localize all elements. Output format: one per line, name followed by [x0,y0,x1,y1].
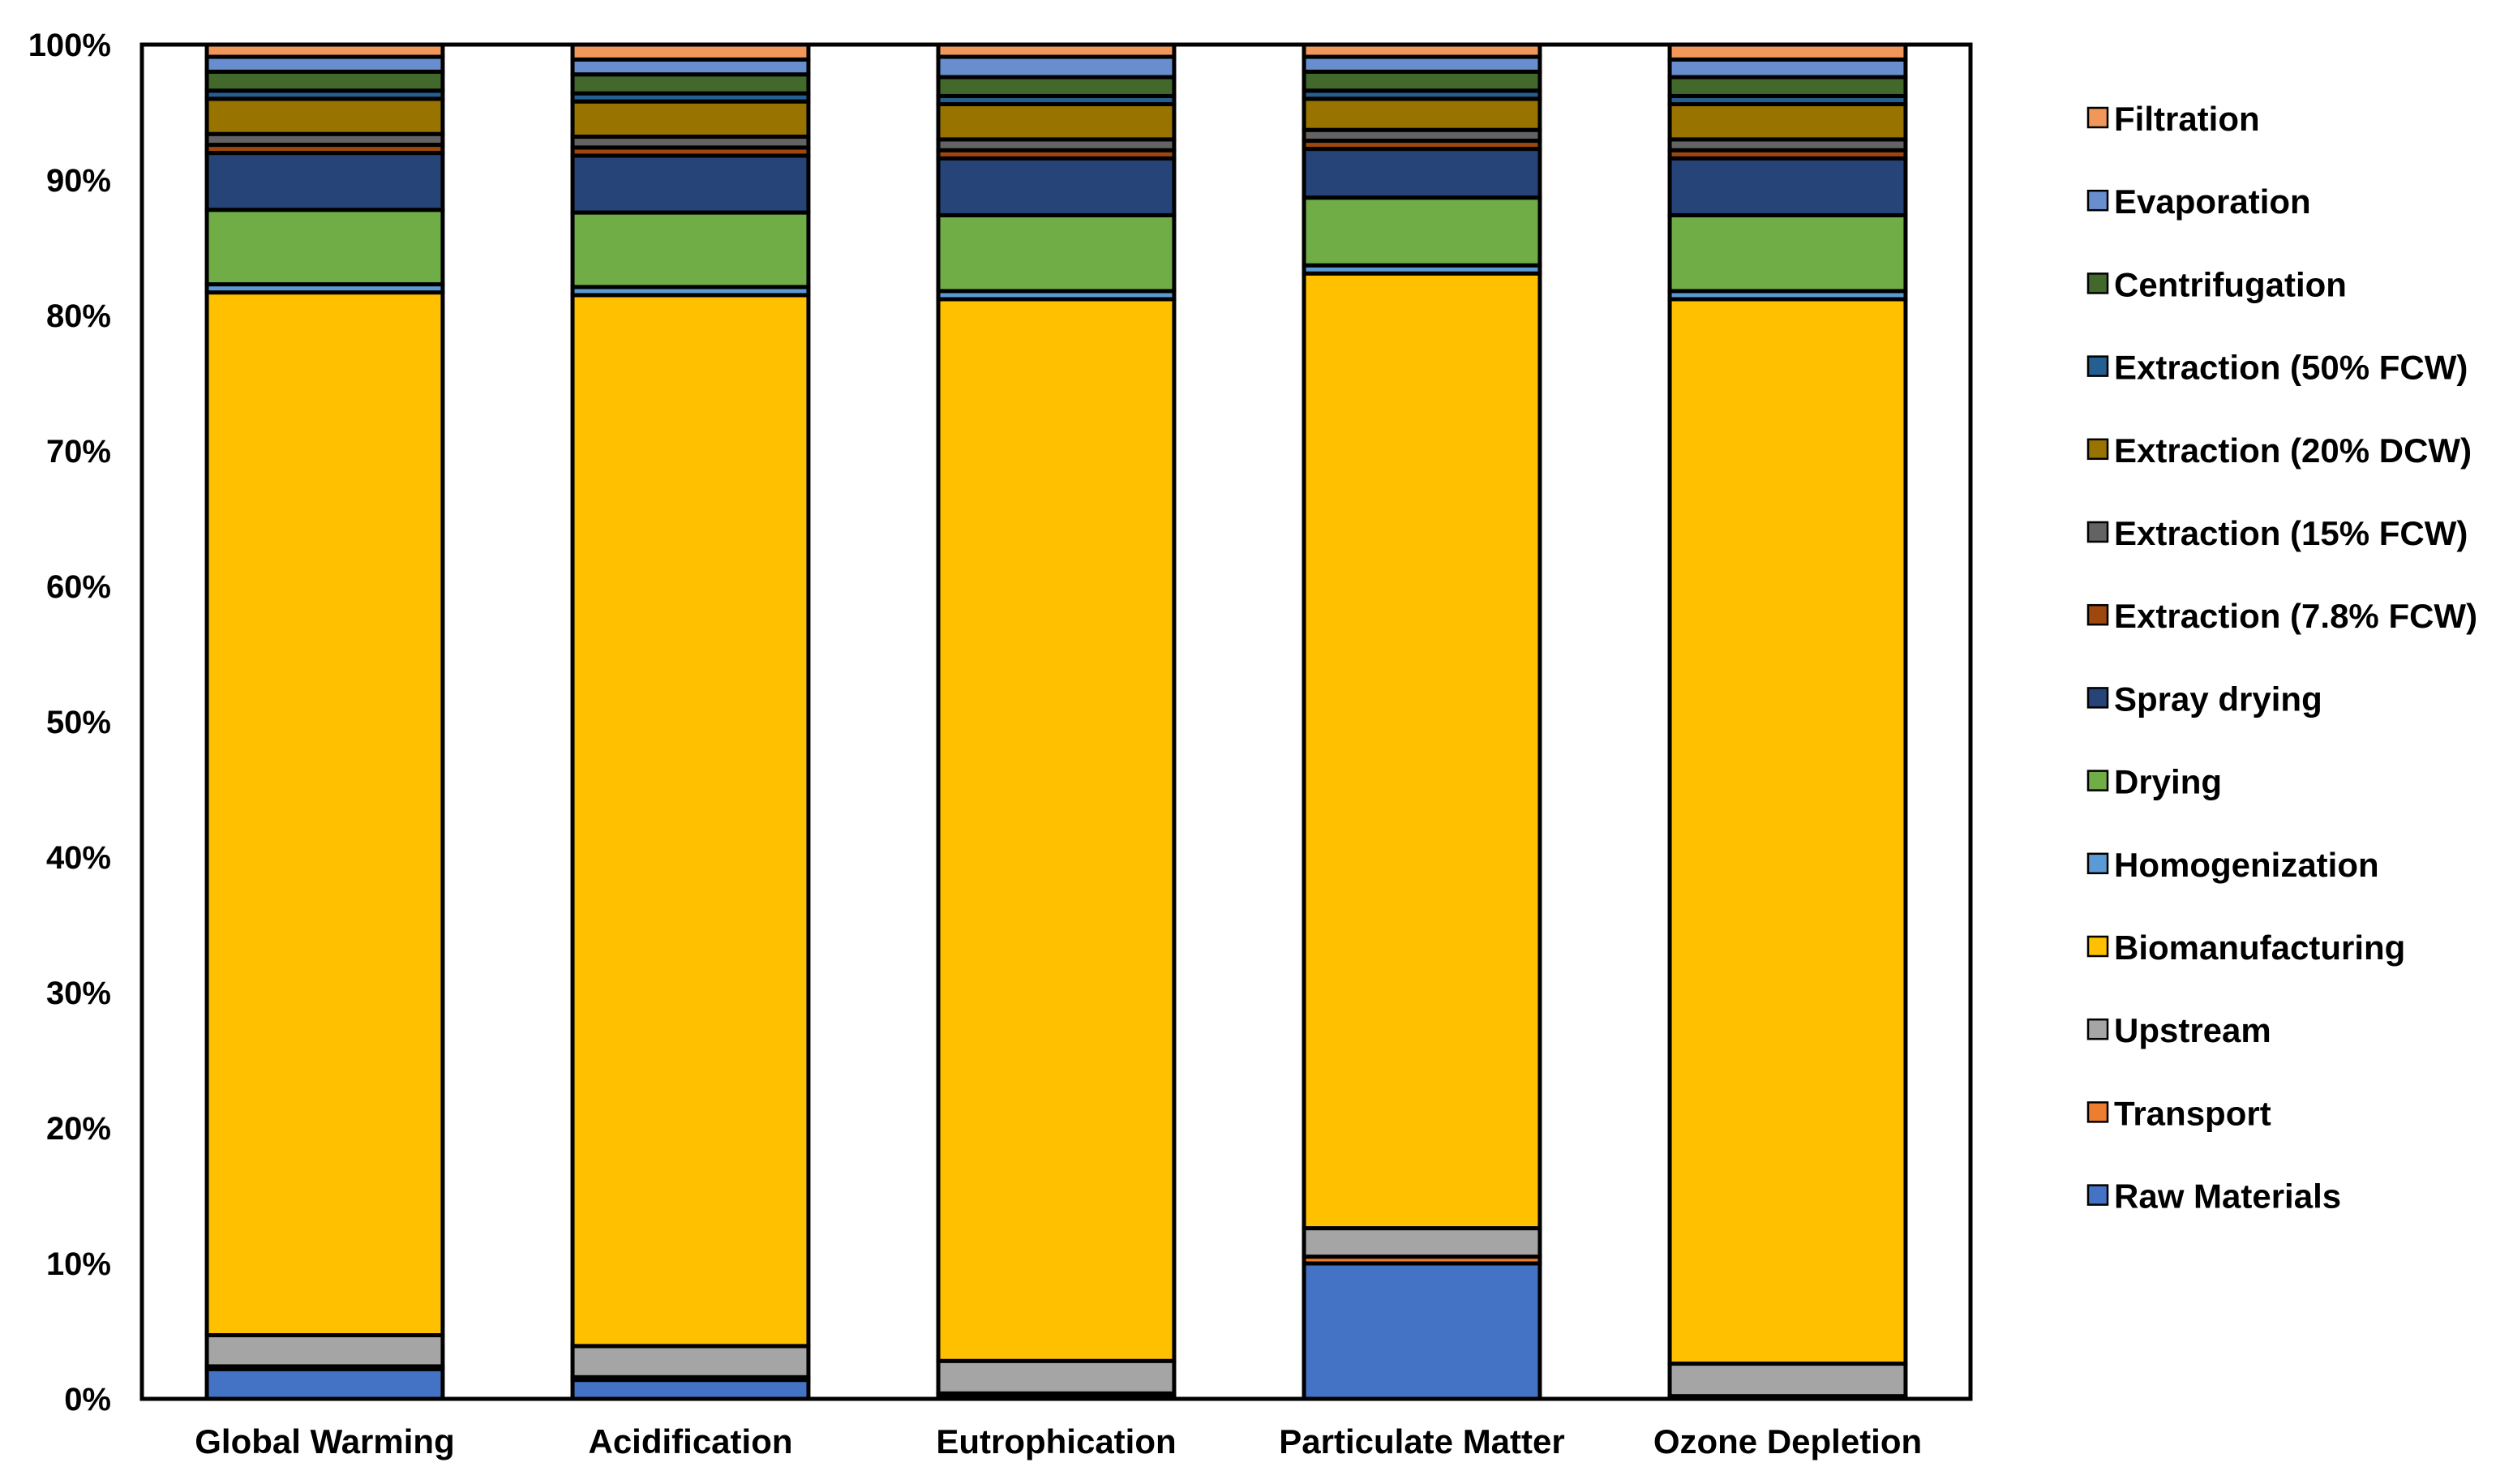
bar-segment [1667,75,1908,98]
bars [204,42,1908,1401]
legend-swatch [2086,521,2109,543]
y-tick-label: 80% [46,298,111,334]
bar-segment [204,69,445,93]
bar-segment [936,75,1177,98]
bar-segment [1302,271,1542,1231]
y-tick-label: 50% [46,705,111,740]
bar-segment [1302,1226,1542,1259]
legend-swatch [2086,189,2109,212]
legend-swatch [2086,106,2109,129]
bar-segment [570,42,811,62]
bar-segment [1302,54,1542,74]
bar-segment [1667,297,1908,1366]
bar-segment [570,99,811,139]
bar-segment [1302,1261,1542,1401]
legend-label: Filtration [2114,100,2260,138]
y-tick-label: 100% [28,28,111,63]
bar-segment [204,97,445,136]
bar-segment [1302,69,1542,93]
plot-area-border [139,42,1973,1401]
y-axis-ticks: 0% 10% 20% 30% 40% 50% 60% 70% 80% 90% 100% [28,28,111,1418]
bar-segment [1667,42,1908,62]
legend-swatch [2086,1101,2109,1123]
legend-label: Extraction (15% FCW) [2114,514,2468,552]
legend-label: Upstream [2114,1011,2271,1049]
bar-segment [570,293,811,1349]
legend-swatch [2086,355,2109,377]
bar-segment [936,156,1177,217]
y-tick-label: 60% [46,569,111,605]
x-axis-labels: Global Warming Acidification Eutrophicatio… [195,1422,1922,1460]
legend-swatch [2086,272,2109,294]
bar-segment [570,72,811,96]
legend-label: Transport [2114,1094,2271,1132]
bar-segment [204,1333,445,1369]
x-tick-label: Acidification [588,1422,792,1460]
x-tick-label: Global Warming [195,1422,454,1460]
bar-segment [570,57,811,77]
bar-segment [570,1378,811,1401]
bar-segment [204,151,445,212]
x-tick-label: Particulate Matter [1279,1422,1564,1460]
bar-segment [936,212,1177,294]
x-tick-label: Ozone Depletion [1653,1422,1922,1460]
bar-segment [204,1366,445,1401]
bar-segment [204,208,445,287]
bar-segment [936,54,1177,79]
bar-segment [1302,195,1542,268]
legend-swatch [2086,1184,2109,1206]
legend-swatch [2086,1018,2109,1040]
bar-segment [570,210,811,290]
legend-label: Biomanufacturing [2114,929,2405,967]
y-tick-label: 90% [46,163,111,199]
bar-segment [204,290,445,1338]
bar-segment [1302,147,1542,200]
legend-label: Extraction (7.8% FCW) [2114,597,2477,635]
bar-segment [1667,156,1908,217]
legend-label: Drying [2114,763,2222,801]
x-tick-label: Eutrophication [936,1422,1176,1460]
legend-swatch [2086,770,2109,791]
y-tick-label: 10% [46,1246,111,1282]
y-tick-label: 70% [46,434,111,470]
bar-segment [1667,1362,1908,1399]
legend-label: Centrifugation [2114,265,2347,303]
bar-segment [1302,97,1542,132]
bar-segment [1667,101,1908,142]
bar-segment [1667,212,1908,294]
legend-label: Spray drying [2114,680,2322,718]
bar-segment [936,101,1177,142]
legend-label: Evaporation [2114,182,2311,221]
y-tick-label: 30% [46,976,111,1011]
bar-segment [570,153,811,215]
bar-segment [570,1344,811,1379]
legend-swatch [2086,935,2109,958]
legend-label: Extraction (50% FCW) [2114,349,2468,387]
legend-label: Extraction (20% DCW) [2114,431,2472,470]
bar-segment [1667,57,1908,79]
legend-swatch [2086,687,2109,709]
legend-swatch [2086,438,2109,461]
legend-swatch [2086,852,2109,875]
bar-segment [936,1358,1177,1396]
y-tick-label: 20% [46,1111,111,1147]
legend-label: Homogenization [2114,846,2379,884]
bar-segment [936,297,1177,1363]
y-tick-label: 0% [64,1382,111,1418]
legend-label: Raw Materials [2114,1177,2341,1216]
legend-swatch [2086,603,2109,626]
y-tick-label: 40% [46,840,111,876]
bar-segment [204,54,445,74]
legend: Filtration Evaporation Centrifugation Extra… [2086,100,2477,1216]
